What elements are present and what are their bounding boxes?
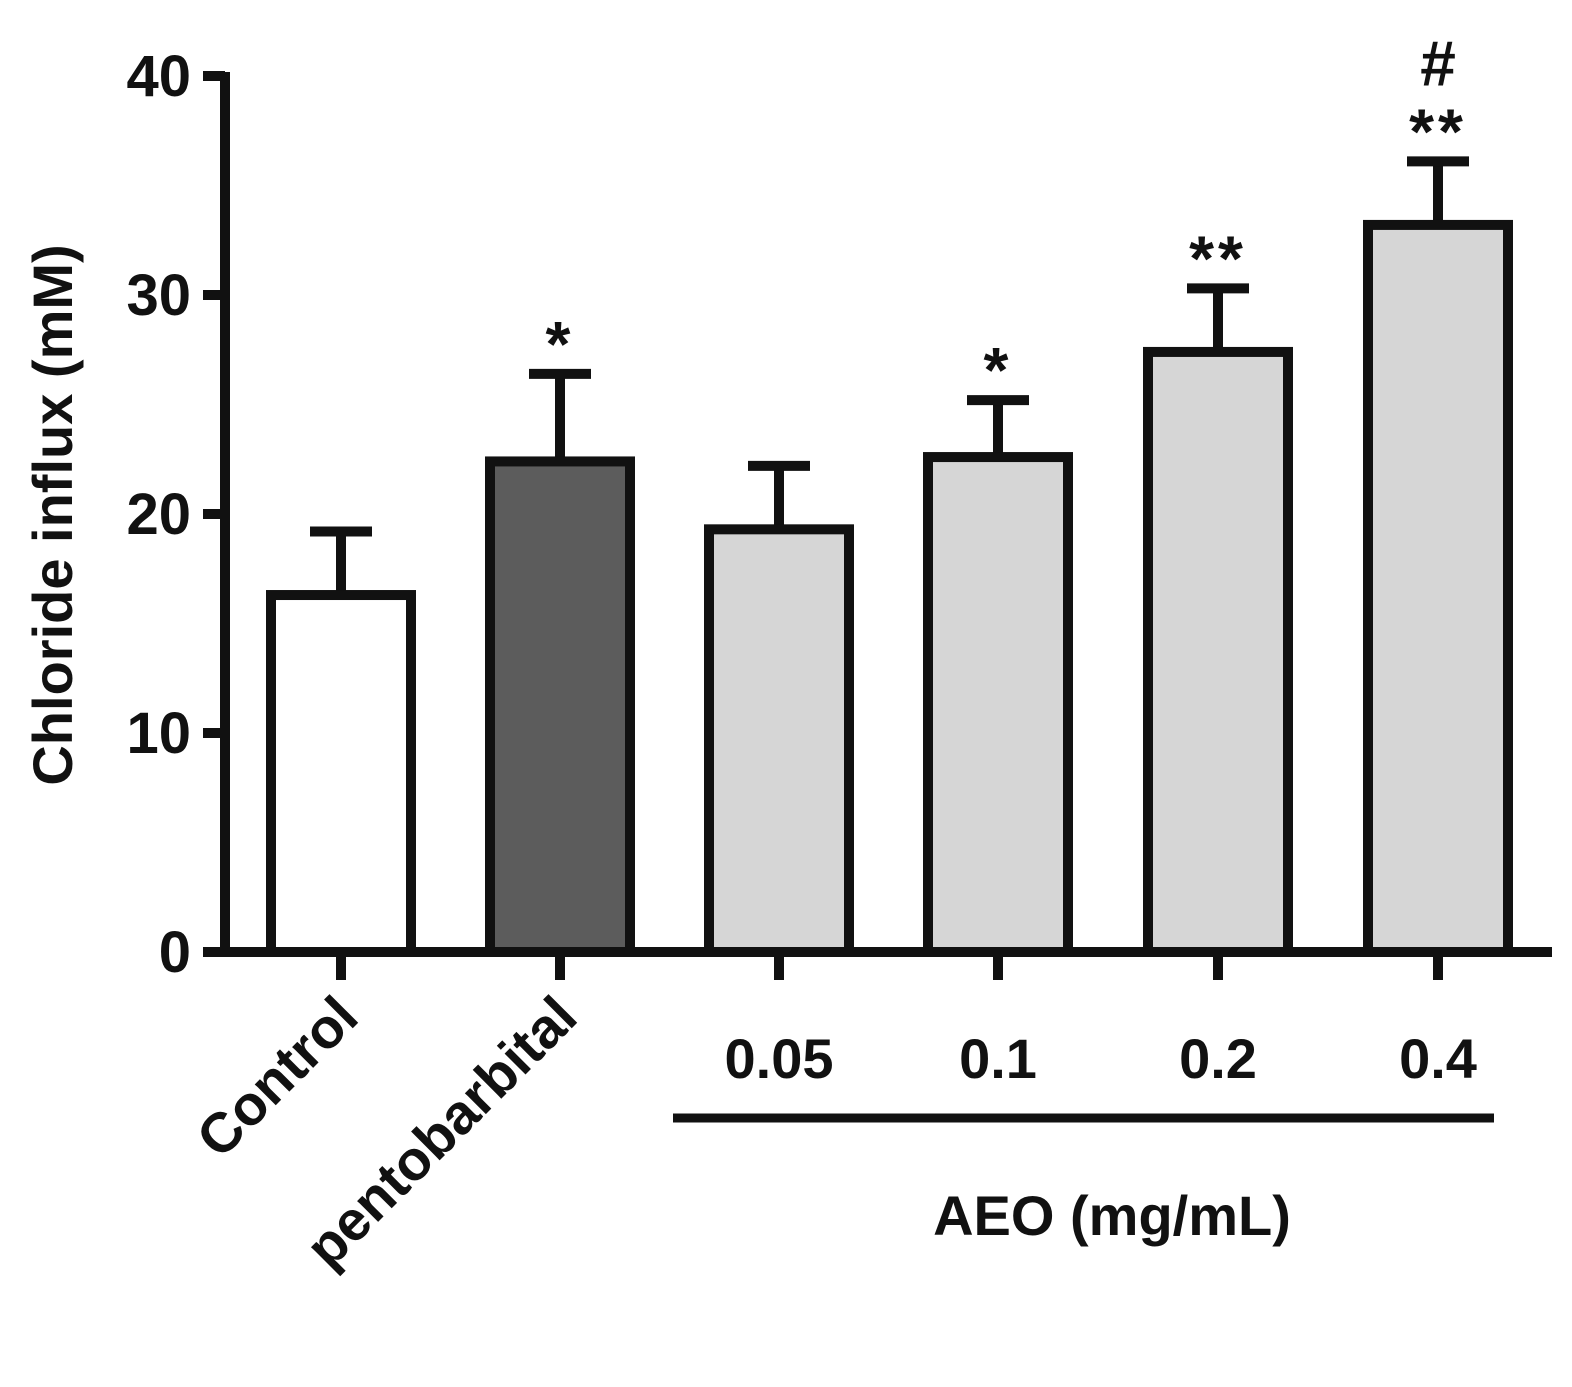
significance-marker: * (984, 334, 1013, 406)
bar-5 (1143, 346, 1293, 957)
x-tick-label: 0.05 (725, 1027, 834, 1090)
bar-1 (266, 590, 416, 958)
bar-4 (923, 452, 1073, 957)
x-tick-label: 0.1 (959, 1027, 1037, 1090)
y-tick-label: 0 (159, 920, 191, 985)
x-tick-label: 0.2 (1179, 1027, 1257, 1090)
y-tick-label: 40 (126, 44, 191, 109)
bar-6 (1363, 219, 1513, 958)
bar-3 (704, 524, 854, 958)
x-tick-label: Control (184, 984, 369, 1169)
y-tick-label: 10 (126, 701, 191, 766)
significance-marker: * (546, 308, 575, 380)
significance-marker: ** (1409, 95, 1467, 167)
group-label: AEO (mg/mL) (933, 1184, 1291, 1247)
bar-2 (485, 456, 635, 957)
significance-marker-secondary: # (1420, 27, 1456, 99)
significance-marker: ** (1189, 222, 1247, 294)
x-tick-label: 0.4 (1399, 1027, 1477, 1090)
y-axis-title: Chloride influx (mM) (21, 244, 84, 785)
y-tick-label: 20 (126, 482, 191, 547)
plot-area: * *****# (266, 27, 1513, 958)
y-tick-label: 30 (126, 263, 191, 328)
